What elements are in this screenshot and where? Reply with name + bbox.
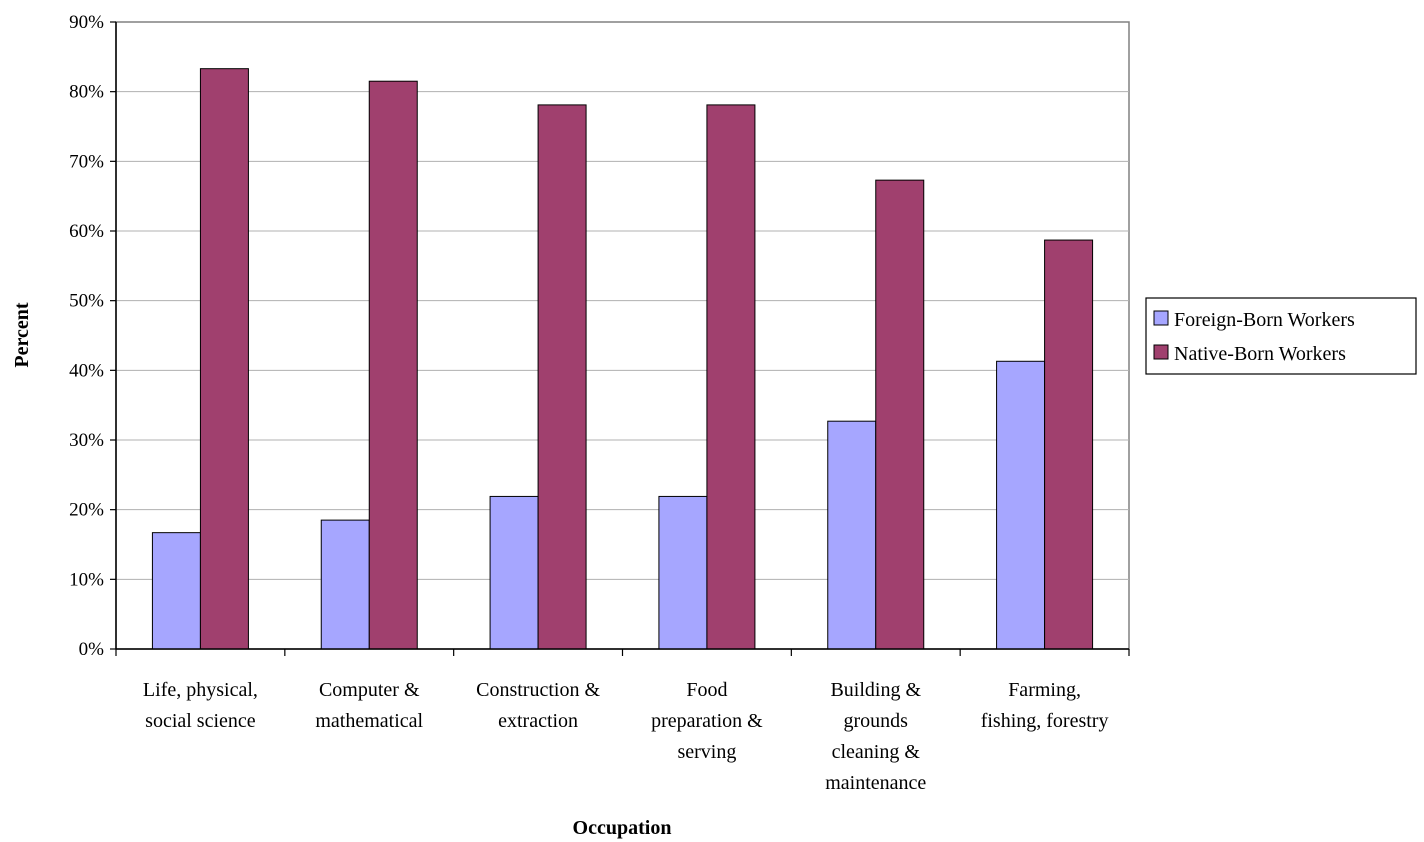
x-category-line: Computer & <box>319 679 420 701</box>
bar-foreign-born <box>151 532 201 650</box>
y-tick-label: 90% <box>69 12 104 33</box>
x-category-line: serving <box>677 741 736 763</box>
x-category-line: fishing, forestry <box>981 710 1109 732</box>
x-category-line: Food <box>686 679 727 701</box>
bar-native-born <box>706 104 756 650</box>
x-category-label: Computer & mathematical <box>315 679 423 732</box>
x-category-line: extraction <box>498 710 578 732</box>
x-category-line: Life, physical, <box>143 679 258 701</box>
x-category-line: mathematical <box>315 710 423 732</box>
bar-foreign-born <box>320 519 370 650</box>
plot-area <box>115 21 1130 650</box>
bar-foreign-born <box>658 495 708 650</box>
legend-swatch-foreign <box>1153 310 1169 326</box>
x-category-line: Building & <box>830 679 921 701</box>
x-category-line: Farming, <box>1008 679 1081 701</box>
legend-box <box>1145 297 1417 375</box>
y-axis-title: Percent <box>11 302 33 367</box>
y-tick-label: 30% <box>69 430 104 451</box>
x-category-label: Construction & extraction <box>476 679 600 732</box>
bars <box>151 68 1094 650</box>
x-axis-title: Occupation <box>573 817 672 839</box>
legend-swatch-native <box>1153 344 1169 360</box>
legend: Foreign-Born Workers Native-Born Workers <box>1145 297 1417 375</box>
x-category-line: grounds <box>844 710 909 732</box>
bar-native-born <box>368 80 418 650</box>
bar-foreign-born <box>827 420 877 650</box>
x-category-line: social science <box>145 710 256 732</box>
y-tick-label: 60% <box>69 221 104 242</box>
bar-native-born <box>875 179 925 650</box>
y-tick-label: 70% <box>69 151 104 172</box>
y-tick-label: 50% <box>69 291 104 312</box>
gridlines <box>116 91 1129 580</box>
y-tick-label: 10% <box>69 569 104 590</box>
x-category-label: Building & grounds cleaning & maintenance <box>825 679 926 794</box>
y-tick-label: 80% <box>69 82 104 103</box>
y-tick-label: 0% <box>79 639 105 660</box>
bar-native-born <box>199 68 249 650</box>
bar-foreign-born <box>489 495 539 650</box>
bar-native-born <box>537 104 587 650</box>
x-category-label: Farming, fishing, forestry <box>981 679 1109 732</box>
x-category-line: maintenance <box>825 772 926 794</box>
y-axis-ticks: 0% 10% 20% 30% 40% 50% 60% 70% 80% 90% <box>69 12 116 660</box>
x-category-line: cleaning & <box>832 741 921 763</box>
bar-native-born <box>1044 239 1094 650</box>
legend-label-native: Native-Born Workers <box>1174 343 1346 365</box>
x-category-line: Construction & <box>476 679 600 701</box>
x-category-label: Life, physical, social science <box>143 679 258 732</box>
y-tick-label: 20% <box>69 500 104 521</box>
x-axis-categories: Life, physical, social science Computer & m… <box>115 649 1130 794</box>
x-category-line: preparation & <box>651 710 763 732</box>
legend-label-foreign: Foreign-Born Workers <box>1174 309 1355 331</box>
x-category-label: Food preparation & serving <box>651 679 763 763</box>
y-tick-label: 40% <box>69 360 104 381</box>
bar-foreign-born <box>996 360 1046 650</box>
